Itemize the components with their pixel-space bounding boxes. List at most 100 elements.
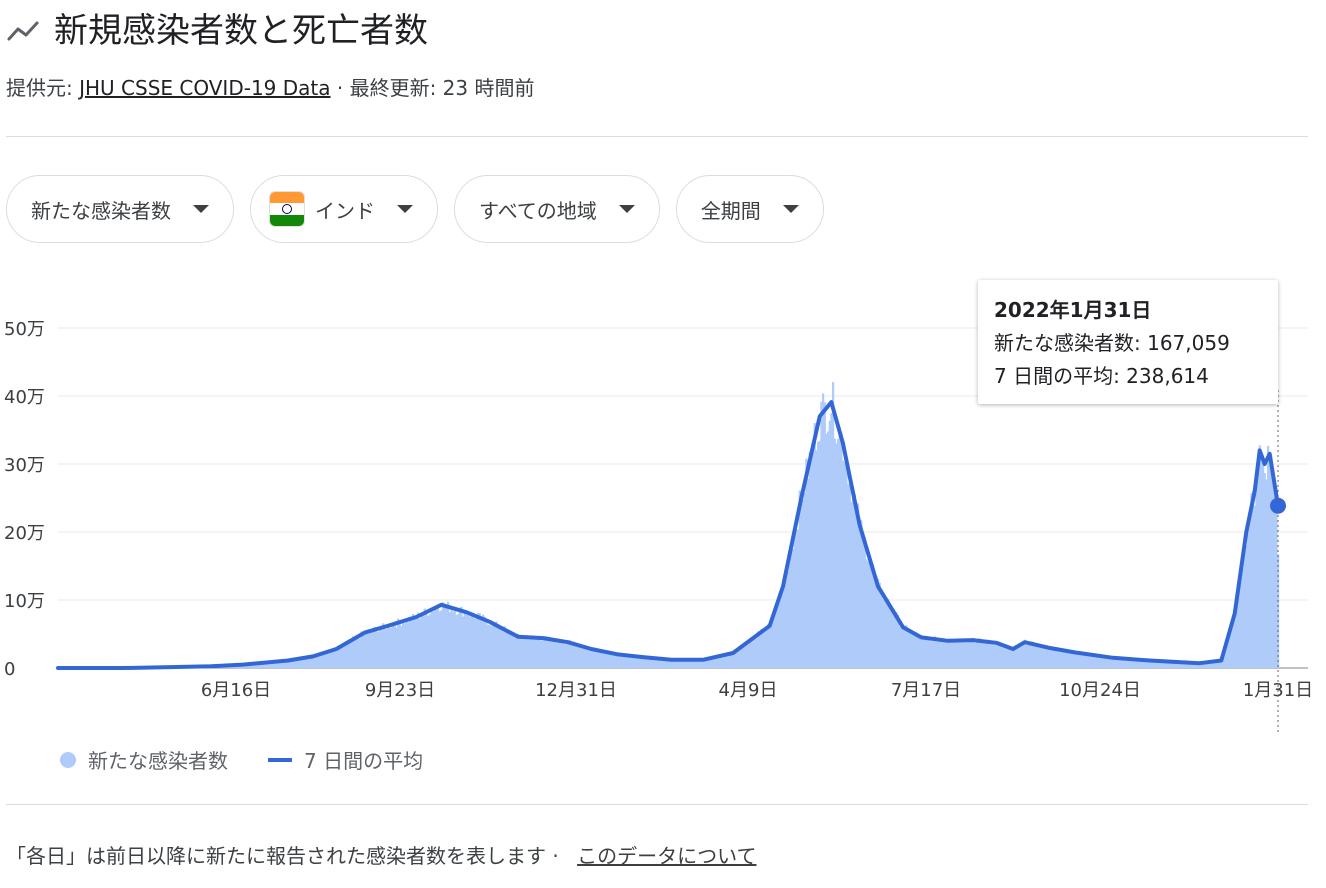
daily-case-bar — [542, 640, 545, 668]
daily-case-bar — [622, 653, 625, 668]
daily-case-bar — [272, 662, 275, 668]
daily-case-bar — [653, 658, 656, 668]
daily-case-bar — [900, 626, 903, 668]
daily-case-bar — [1210, 661, 1213, 668]
daily-case-bar — [415, 618, 418, 668]
daily-case-bar — [562, 642, 565, 668]
daily-case-bar — [940, 640, 943, 668]
daily-case-bar — [283, 660, 286, 668]
daily-case-bar — [813, 423, 816, 668]
daily-case-bar — [888, 607, 891, 668]
daily-case-bar — [262, 662, 265, 668]
daily-case-bar — [453, 610, 456, 668]
x-tick-label: 7月17日 — [891, 680, 961, 701]
daily-case-bar — [1015, 646, 1018, 668]
daily-case-bar — [712, 657, 715, 668]
daily-case-bar — [543, 639, 546, 668]
daily-case-bar — [1148, 660, 1151, 668]
daily-case-bar — [247, 664, 250, 668]
daily-case-bar — [298, 658, 301, 668]
daily-case-bar — [978, 638, 981, 668]
daily-case-bar — [787, 570, 790, 668]
daily-case-bar — [338, 645, 341, 668]
daily-case-bar — [847, 484, 850, 668]
y-tick-label: 20万 — [4, 523, 45, 544]
daily-case-bar — [290, 660, 293, 668]
daily-case-bar — [467, 614, 470, 668]
daily-case-bar — [617, 655, 620, 668]
daily-case-bar — [1017, 646, 1020, 668]
daily-case-bar — [935, 641, 938, 668]
daily-case-bar — [602, 652, 605, 668]
daily-case-bar — [435, 607, 438, 668]
daily-case-bar — [377, 632, 380, 668]
daily-case-bar — [648, 657, 651, 668]
daily-case-bar — [1153, 660, 1156, 668]
daily-case-bar — [1133, 659, 1136, 668]
about-data-link[interactable]: このデータについて — [577, 844, 757, 868]
daily-case-bar — [572, 643, 575, 668]
daily-case-bar — [325, 652, 328, 668]
daily-case-bar — [1068, 650, 1071, 668]
daily-case-bar — [818, 440, 821, 668]
metric-dropdown[interactable]: 新たな感染者数 — [6, 175, 234, 243]
daily-case-bar — [1270, 474, 1273, 668]
daily-case-bar — [803, 492, 806, 668]
source-link[interactable]: JHU CSSE COVID-19 Data — [79, 76, 331, 100]
daily-case-bar — [465, 614, 468, 668]
daily-case-bar — [1115, 658, 1118, 668]
daily-case-bar — [942, 642, 945, 668]
daily-case-bar — [345, 642, 348, 668]
daily-case-bar — [775, 602, 778, 668]
daily-case-bar — [722, 654, 725, 668]
daily-case-bar — [318, 654, 321, 668]
chart-legend: 新たな感染者数 7 日間の平均 — [60, 745, 423, 774]
daily-case-bar — [643, 657, 646, 668]
daily-case-bar — [962, 642, 965, 668]
daily-case-bar — [640, 657, 643, 668]
daily-case-bar — [948, 642, 951, 668]
daily-case-bar — [715, 657, 718, 668]
period-dropdown[interactable]: 全期間 — [675, 175, 824, 243]
daily-case-bar — [728, 655, 731, 668]
daily-case-bar — [897, 614, 900, 668]
daily-case-bar — [1042, 644, 1045, 668]
daily-case-bar — [717, 655, 720, 668]
daily-case-bar — [747, 644, 750, 668]
daily-case-bar — [690, 659, 693, 668]
daily-case-bar — [1123, 658, 1126, 668]
daily-case-bar — [743, 644, 746, 668]
daily-case-bar — [952, 642, 955, 668]
daily-case-bar — [812, 450, 815, 668]
daily-case-bar — [680, 660, 683, 668]
country-dropdown[interactable]: インド — [250, 175, 438, 243]
daily-case-bar — [442, 602, 445, 668]
daily-case-bar — [258, 663, 261, 668]
daily-case-bar — [1233, 618, 1236, 668]
daily-case-bar — [735, 650, 738, 668]
cases-chart[interactable]: 0 10万 20万 30万 40万 50万 6月16日 9月23日 12月31日 4月9日 7月17… — [0, 260, 1326, 740]
daily-case-bar — [1232, 615, 1235, 668]
daily-case-bar — [975, 639, 978, 668]
footer-note: 「各日」は前日以降に新たに報告された感染者数を表します · — [6, 844, 559, 868]
daily-case-bar — [582, 647, 585, 668]
daily-case-bar — [1082, 652, 1085, 668]
daily-case-bar — [1187, 662, 1190, 668]
daily-case-bar — [623, 654, 626, 668]
daily-case-bar — [1030, 641, 1033, 668]
region-dropdown[interactable]: すべての地域 — [454, 175, 660, 243]
daily-case-bar — [383, 625, 386, 668]
daily-case-bar — [498, 628, 501, 668]
daily-case-bar — [752, 637, 755, 668]
daily-case-bar — [502, 631, 505, 668]
daily-case-bar — [737, 648, 740, 668]
daily-case-bar — [688, 659, 691, 668]
daily-case-bar — [973, 642, 976, 668]
daily-case-bar — [450, 608, 453, 668]
daily-case-bar — [512, 633, 515, 668]
daily-case-bar — [1033, 645, 1036, 668]
daily-case-bar — [597, 652, 600, 668]
daily-case-bar — [255, 663, 258, 668]
tooltip-cases: 新たな感染者数: 167,059 — [994, 331, 1230, 355]
daily-case-bar — [1183, 662, 1186, 668]
